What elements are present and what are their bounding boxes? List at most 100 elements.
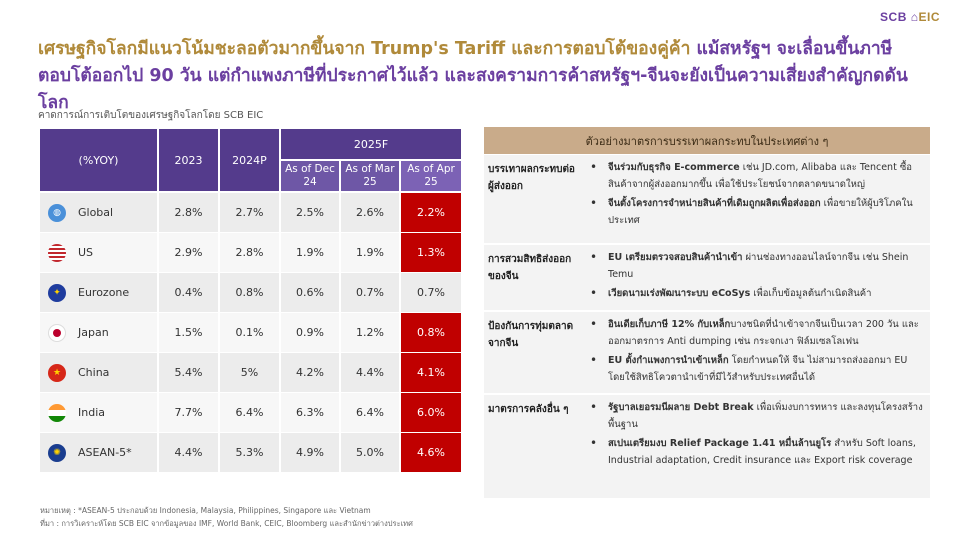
india-flag-icon [48,403,66,422]
cell-v2023: 5.4% [159,353,218,392]
cell-dec: 4.2% [281,353,339,392]
cell-dec: 1.9% [281,233,339,272]
forecast-table: (%YOY) 2023 2024P 2025F As of Dec 24 As … [40,129,461,480]
cell-apr: 2.2% [401,193,461,232]
table-header: (%YOY) 2023 2024P 2025F As of Dec 24 As … [40,129,461,192]
source-note: ที่มา : การวิเคราะห์โดย SCB EIC จากข้อมู… [40,519,413,528]
japan-flag-icon [48,323,66,342]
headline-part-1: เศรษฐกิจโลกมีแนวโน้มชะลอตัวมากขึ้นจาก Tr… [38,39,691,59]
country-name: Eurozone [78,286,130,299]
cell-mar: 1.9% [341,233,399,272]
measure-item-heading: รัฐบาลเยอรมนีผลาย Debt Break [608,402,754,413]
cell-v2023: 4.4% [159,433,218,472]
measure-item-text: ผ่านช่องทางออนไลน์จากจีน เช่น Shein Temu [608,252,909,280]
measure-item-heading: EU ตั้งกำแพงการนำเข้าเหล็ก [608,355,729,366]
country-name: India [78,406,105,419]
measure-section: บรรเทาผลกระทบต่อผู้ส่งออก จีนร่วมกับธุรกิ… [484,155,930,244]
row-label: India [40,393,157,432]
cell-apr: 6.0% [401,393,461,432]
section-label: ป้องกันการทุ่มตลาดจากจีน [488,321,574,349]
country-name: US [78,246,94,259]
cell-v2023: 2.9% [159,233,218,272]
section-items: EU เตรียมตรวจสอบสินค้านำเข้า ผ่านช่องทาง… [584,249,924,304]
footnote: หมายเหตุ : *ASEAN-5 ประกอบด้วย Indonesia… [40,506,371,515]
measures-panel: ตัวอย่างมาตรการบรรเทาผลกระทบในประเทศต่าง… [484,127,930,499]
cell-dec: 0.9% [281,313,339,352]
asean-flag-icon: ✺ [48,443,66,462]
measure-item: จีนตั้งโครงการจำหน่ายสินค้าที่เดิมถูกผลิ… [584,195,924,229]
country-name: Global [78,206,114,219]
measure-section: มาตรการคลังอื่น ๆ รัฐบาลเยอรมนีผลาย Debt … [484,395,930,499]
country-name: China [78,366,110,379]
cell-dec: 2.5% [281,193,339,232]
table-row: ◍ Global 2.8% 2.7% 2.5% 2.6% 2.2% [40,193,461,233]
row-label: ★ China [40,353,157,392]
measure-item-heading: EU เตรียมตรวจสอบสินค้านำเข้า [608,252,743,263]
cell-apr: 4.1% [401,353,461,392]
china-flag-icon: ★ [48,363,66,382]
cell-dec: 0.6% [281,273,339,312]
table-row: US 2.9% 2.8% 1.9% 1.9% 1.3% [40,233,461,273]
cell-v2023: 7.7% [159,393,218,432]
row-label: Japan [40,313,157,352]
cell-mar: 4.4% [341,353,399,392]
cell-mar: 0.7% [341,273,399,312]
country-name: ASEAN-5* [78,446,132,459]
section-items: รัฐบาลเยอรมนีผลาย Debt Break เพื่อเพิ่มง… [584,399,924,471]
section-label: มาตรการคลังอื่น ๆ [488,404,569,415]
cell-mar: 5.0% [341,433,399,472]
table-row: India 7.7% 6.4% 6.3% 6.4% 6.0% [40,393,461,433]
measure-item-text: สำหรับ Soft loans, Industrial adaptation… [608,438,916,466]
cell-v2023: 2.8% [159,193,218,232]
cell-apr: 1.3% [401,233,461,272]
cell-v2024: 0.1% [220,313,279,352]
measure-section: การสวมสิทธิส่งออกของจีน EU เตรียมตรวจสอบส… [484,245,930,311]
header-as-of-apr: As of Apr 25 [401,161,461,191]
measure-item: รัฐบาลเยอรมนีผลาย Debt Break เพื่อเพิ่มง… [584,399,924,433]
section-label: บรรเทาผลกระทบต่อผู้ส่งออก [488,164,575,192]
cell-v2024: 2.8% [220,233,279,272]
measure-item-text: เช่น JD.com, Alibaba และ Tencent ซื้อสิน… [608,162,912,190]
cell-dec: 6.3% [281,393,339,432]
cell-apr: 0.8% [401,313,461,352]
row-label: ✦ Eurozone [40,273,157,312]
headline-part-2: แม้สหรัฐฯ จะเลื่อนขึ้นภาษีตอบโต้ออกไป 90… [38,39,908,113]
section-items: จีนร่วมกับธุรกิจ E-commerce เช่น JD.com,… [584,159,924,231]
measure-item: EU ตั้งกำแพงการนำเข้าเหล็ก โดยกำหนดให้ จ… [584,352,924,386]
cell-mar: 1.2% [341,313,399,352]
measure-item: จีนร่วมกับธุรกิจ E-commerce เช่น JD.com,… [584,159,924,193]
cell-v2024: 6.4% [220,393,279,432]
header-unit: (%YOY) [40,129,157,191]
cell-mar: 2.6% [341,193,399,232]
panel-title: ตัวอย่างมาตรการบรรเทาผลกระทบในประเทศต่าง… [484,127,930,154]
globe-icon: ◍ [48,203,66,222]
us-flag-icon [48,243,66,262]
header-2023: 2023 [159,129,218,191]
cell-mar: 6.4% [341,393,399,432]
measure-section: ป้องกันการทุ่มตลาดจากจีน อินเดียเก็บภาษี … [484,312,930,394]
measure-item: สเปนเตรียมงบ Relief Package 1.41 หมื่นล้… [584,435,924,469]
measure-item-heading: สเปนเตรียมงบ Relief Package 1.41 หมื่นล้… [608,438,832,449]
cell-apr: 4.6% [401,433,461,472]
measure-item-text: เพื่อเพิ่มงบการทหาร และลงทุนโครงสร้างพื้… [608,402,923,430]
measure-item-text: โดยกำหนดให้ จีน ไม่สามารถส่งออกมา EU โดย… [608,355,908,383]
table-subtitle: คาดการณ์การเติบโตของเศรษฐกิจโลกโดย SCB E… [38,110,264,121]
measure-item: EU เตรียมตรวจสอบสินค้านำเข้า ผ่านช่องทาง… [584,249,924,283]
header-2024: 2024P [220,129,279,191]
measure-item-heading: อินเดียเก็บภาษี 12% กับเหล็ก [608,319,731,330]
table-row: ✦ Eurozone 0.4% 0.8% 0.6% 0.7% 0.7% [40,273,461,313]
measure-item-heading: เวียดนามเร่งพัฒนาระบบ eCoSys [608,288,751,299]
measure-item: อินเดียเก็บภาษี 12% กับเหล็กบางชนิดที่นำ… [584,316,924,350]
table-row: Japan 1.5% 0.1% 0.9% 1.2% 0.8% [40,313,461,353]
measure-item-text: เพื่อขายให้ผู้บริโภคในประเทศ [608,198,913,226]
measure-item: เวียดนามเร่งพัฒนาระบบ eCoSys เพื่อเก็บข้… [584,285,924,302]
table-row: ✺ ASEAN-5* 4.4% 5.3% 4.9% 5.0% 4.6% [40,433,461,473]
measure-item-text: เพื่อเก็บข้อมูลต้นกำเนิดสินค้า [750,288,872,299]
row-label: US [40,233,157,272]
row-label: ✺ ASEAN-5* [40,433,157,472]
header-as-of-mar: As of Mar 25 [341,161,399,191]
logo-text: SCB [880,10,907,24]
cell-dec: 4.9% [281,433,339,472]
cell-v2023: 0.4% [159,273,218,312]
cell-v2024: 2.7% [220,193,279,232]
